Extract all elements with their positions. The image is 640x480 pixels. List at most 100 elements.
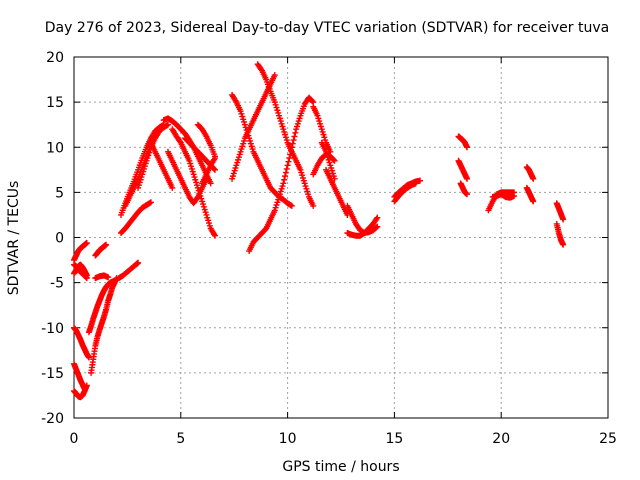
data-point-interp bbox=[229, 173, 236, 180]
series-arc-ao bbox=[523, 184, 537, 205]
data-point bbox=[412, 180, 419, 187]
data-point bbox=[530, 198, 537, 205]
data-point-interp bbox=[329, 170, 336, 177]
data-point bbox=[186, 157, 193, 164]
data-point bbox=[83, 275, 90, 282]
data-point-interp bbox=[202, 209, 209, 216]
data-point bbox=[297, 166, 304, 173]
data-point-interp bbox=[235, 154, 242, 161]
data-point bbox=[103, 241, 110, 248]
data-point bbox=[331, 157, 338, 164]
series-arc-v bbox=[199, 155, 218, 187]
data-point bbox=[143, 157, 150, 164]
data-point-interp bbox=[200, 203, 207, 210]
data-point bbox=[318, 126, 325, 133]
series-arc-s bbox=[164, 148, 210, 207]
data-point bbox=[135, 259, 142, 266]
data-point-interp bbox=[194, 195, 201, 202]
data-point-interp bbox=[200, 201, 207, 208]
data-point-interp bbox=[146, 149, 153, 156]
series-arc-p bbox=[147, 139, 176, 191]
data-point-interp bbox=[278, 185, 285, 192]
data-point-interp bbox=[283, 165, 290, 172]
data-point-interp bbox=[276, 191, 283, 198]
data-point-interp bbox=[138, 174, 145, 181]
series-arc-z bbox=[246, 94, 317, 255]
data-point-interp bbox=[282, 131, 289, 138]
series-arc-ad bbox=[323, 166, 351, 218]
series-arc-d bbox=[71, 324, 92, 361]
data-point-interp bbox=[289, 140, 296, 147]
y-tick-label: -10 bbox=[41, 321, 64, 337]
data-point-interp bbox=[241, 137, 248, 144]
data-point-interp bbox=[324, 154, 331, 161]
y-tick-label: 20 bbox=[46, 50, 64, 66]
grid bbox=[74, 57, 608, 418]
data-point-interp bbox=[373, 224, 380, 231]
series-arc-w bbox=[229, 91, 295, 209]
data-point bbox=[284, 162, 291, 169]
data-point-interp bbox=[279, 123, 286, 130]
data-point-interp bbox=[201, 206, 208, 213]
data-point-interp bbox=[316, 118, 323, 125]
data-point bbox=[511, 192, 518, 199]
data-point bbox=[135, 184, 142, 191]
series-arc-e bbox=[71, 360, 88, 393]
data-point-interp bbox=[141, 163, 148, 170]
data-point bbox=[147, 199, 154, 206]
data-point-interp bbox=[187, 160, 194, 167]
data-point-interp bbox=[136, 179, 143, 186]
y-tick-label: 0 bbox=[55, 231, 64, 247]
data-point bbox=[211, 232, 218, 239]
data-point-interp bbox=[282, 173, 289, 180]
x-tick-label: 0 bbox=[70, 431, 79, 447]
series-arc-af bbox=[344, 214, 381, 239]
data-point-interp bbox=[141, 165, 148, 172]
data-point bbox=[105, 274, 112, 281]
data-point-interp bbox=[309, 98, 316, 105]
data-point bbox=[241, 121, 248, 128]
data-point-interp bbox=[205, 217, 212, 224]
data-point bbox=[271, 207, 278, 214]
data-point bbox=[560, 216, 567, 223]
series-arc-ai bbox=[455, 133, 471, 151]
data-point-interp bbox=[300, 177, 307, 184]
series-arc-x bbox=[229, 72, 278, 182]
data-point-interp bbox=[206, 222, 213, 229]
data-point-interp bbox=[272, 204, 279, 211]
data-point-interp bbox=[329, 167, 336, 174]
data-point bbox=[280, 126, 287, 133]
series-arc-aa bbox=[310, 103, 334, 155]
series-arc-an bbox=[523, 164, 537, 182]
data-point-interp bbox=[230, 170, 237, 177]
data-point-interp bbox=[241, 118, 248, 125]
data-point-interp bbox=[272, 101, 279, 108]
data-point-interp bbox=[274, 199, 281, 206]
plot-frame bbox=[73, 56, 609, 419]
data-point-interp bbox=[320, 131, 327, 138]
data-point bbox=[323, 148, 330, 155]
data-point-interp bbox=[273, 104, 280, 111]
data-point bbox=[199, 198, 206, 205]
data-point bbox=[310, 202, 317, 209]
data-point-interp bbox=[176, 138, 183, 145]
data-point-interp bbox=[283, 137, 290, 144]
series-arc-aj bbox=[455, 157, 471, 182]
data-point-interp bbox=[291, 133, 298, 140]
data-point-interp bbox=[278, 120, 285, 127]
chart-title: Day 276 of 2023, Sidereal Day-to-day VTE… bbox=[45, 20, 609, 36]
data-point bbox=[560, 241, 567, 248]
data-point-interp bbox=[188, 165, 195, 172]
data-point bbox=[139, 171, 146, 178]
x-tick-label: 10 bbox=[279, 431, 297, 447]
data-point-interp bbox=[281, 128, 288, 135]
series-arc-a bbox=[71, 239, 90, 264]
data-point-interp bbox=[282, 169, 289, 176]
y-tick-label: -20 bbox=[41, 411, 64, 427]
data-point-interp bbox=[135, 182, 142, 189]
data-point-interp bbox=[321, 134, 328, 141]
series-arc-am bbox=[489, 191, 518, 201]
data-point-interp bbox=[298, 169, 305, 176]
data-point bbox=[211, 166, 218, 173]
data-point-interp bbox=[328, 165, 335, 172]
